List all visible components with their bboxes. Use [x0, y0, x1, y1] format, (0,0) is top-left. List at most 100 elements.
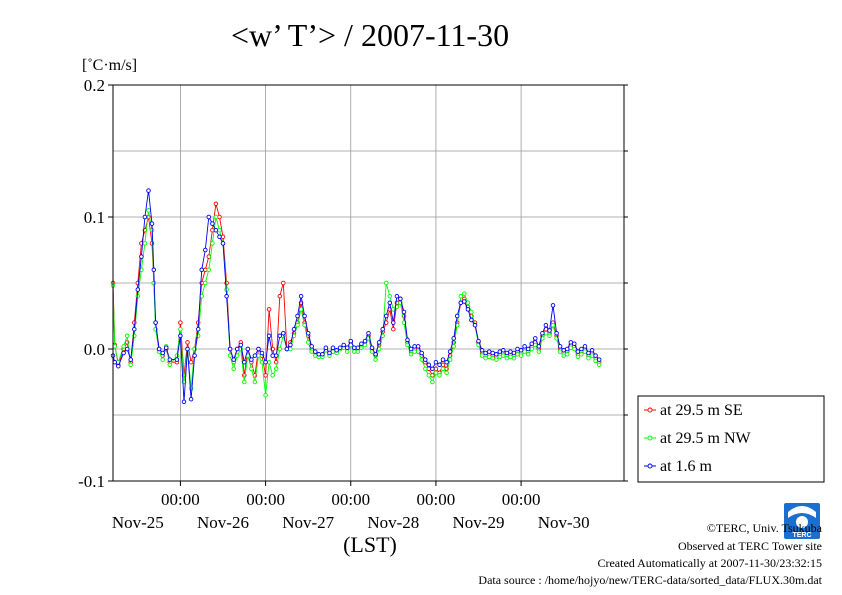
data-point	[142, 214, 148, 220]
data-point	[298, 293, 304, 299]
data-point	[575, 349, 581, 354]
x-day-label: Nov-27	[282, 513, 334, 532]
data-point	[419, 350, 424, 356]
data-point	[242, 359, 247, 365]
data-point	[490, 355, 495, 361]
copyright-text: ©TERC, Univ. Tsukuba	[707, 521, 823, 535]
data-point	[362, 342, 368, 348]
data-point	[252, 353, 258, 358]
data-point	[469, 309, 474, 315]
data-point	[433, 359, 439, 365]
data-point	[185, 346, 190, 352]
data-point	[203, 280, 208, 286]
data-point	[305, 340, 311, 345]
data-point	[572, 346, 577, 352]
data-point	[227, 353, 233, 358]
data-point	[398, 296, 403, 302]
data-point	[323, 345, 329, 350]
data-point	[277, 346, 283, 352]
data-point	[536, 349, 542, 354]
data-point	[121, 344, 126, 349]
data-point	[266, 307, 272, 312]
data-point	[199, 267, 204, 273]
data-point	[259, 359, 265, 365]
data-point	[593, 353, 598, 358]
data-point	[469, 317, 474, 323]
data-point	[195, 326, 201, 332]
data-point	[362, 338, 368, 344]
data-point	[501, 348, 506, 353]
series-line	[112, 190, 600, 402]
data-point	[139, 254, 144, 259]
data-point	[313, 349, 318, 354]
data-point	[387, 300, 393, 306]
data-point	[525, 352, 531, 357]
data-point	[440, 357, 446, 362]
data-point	[112, 344, 118, 349]
data-point	[302, 313, 307, 319]
data-point	[579, 352, 584, 357]
data-point	[146, 208, 151, 213]
data-point	[238, 342, 244, 348]
data-point	[334, 348, 339, 353]
data-point	[146, 188, 151, 193]
data-point	[447, 349, 453, 354]
data-point	[547, 328, 552, 333]
data-point	[554, 330, 559, 336]
data-point	[273, 353, 279, 358]
data-point	[433, 370, 439, 376]
data-point	[352, 349, 357, 354]
data-point	[369, 345, 375, 350]
x-tick-time-label: 00:00	[417, 490, 456, 509]
data-point	[327, 350, 332, 356]
data-point	[259, 350, 265, 356]
legend-marker	[647, 435, 653, 441]
data-point	[394, 293, 400, 299]
series-layer	[110, 188, 602, 405]
data-point	[160, 357, 165, 362]
logo-text: TERC	[792, 532, 811, 539]
data-point	[387, 293, 393, 299]
data-point	[156, 346, 162, 352]
x-day-label: Nov-29	[453, 513, 505, 532]
data-point	[231, 366, 236, 372]
data-point	[373, 357, 378, 362]
data-point	[273, 366, 279, 372]
data-point	[227, 346, 233, 352]
x-day-label: Nov-26	[197, 513, 249, 532]
data-point	[242, 379, 247, 385]
axis-ticks: -0.1 0.0 0.1 0.2 00:00 00:00 00:00 00:00 00:00 No…	[78, 76, 628, 532]
data-point	[231, 357, 236, 362]
y-tick-label: -0.1	[78, 472, 105, 491]
data-point	[550, 322, 556, 328]
data-point	[352, 345, 357, 350]
data-point	[284, 346, 290, 352]
data-point	[426, 362, 432, 368]
data-point	[288, 342, 293, 348]
data-point	[376, 340, 382, 345]
data-point	[494, 352, 499, 357]
data-point	[501, 353, 506, 358]
data-point	[178, 320, 183, 325]
data-point	[135, 293, 141, 299]
data-point	[320, 352, 325, 357]
data-point	[547, 333, 552, 339]
data-point	[440, 366, 446, 372]
data-point	[263, 392, 268, 398]
data-point	[281, 280, 286, 286]
data-point	[522, 344, 527, 349]
data-point	[451, 336, 456, 341]
x-tick-time-label: 00:00	[161, 490, 200, 509]
data-point	[167, 357, 173, 362]
data-point	[220, 241, 226, 246]
data-point	[564, 352, 570, 357]
data-point	[508, 354, 513, 360]
data-point	[451, 344, 456, 349]
data-point	[266, 333, 272, 339]
data-point	[295, 313, 300, 319]
data-point	[540, 330, 545, 336]
data-point	[515, 346, 520, 352]
data-point	[256, 353, 261, 358]
data-point	[550, 303, 556, 308]
